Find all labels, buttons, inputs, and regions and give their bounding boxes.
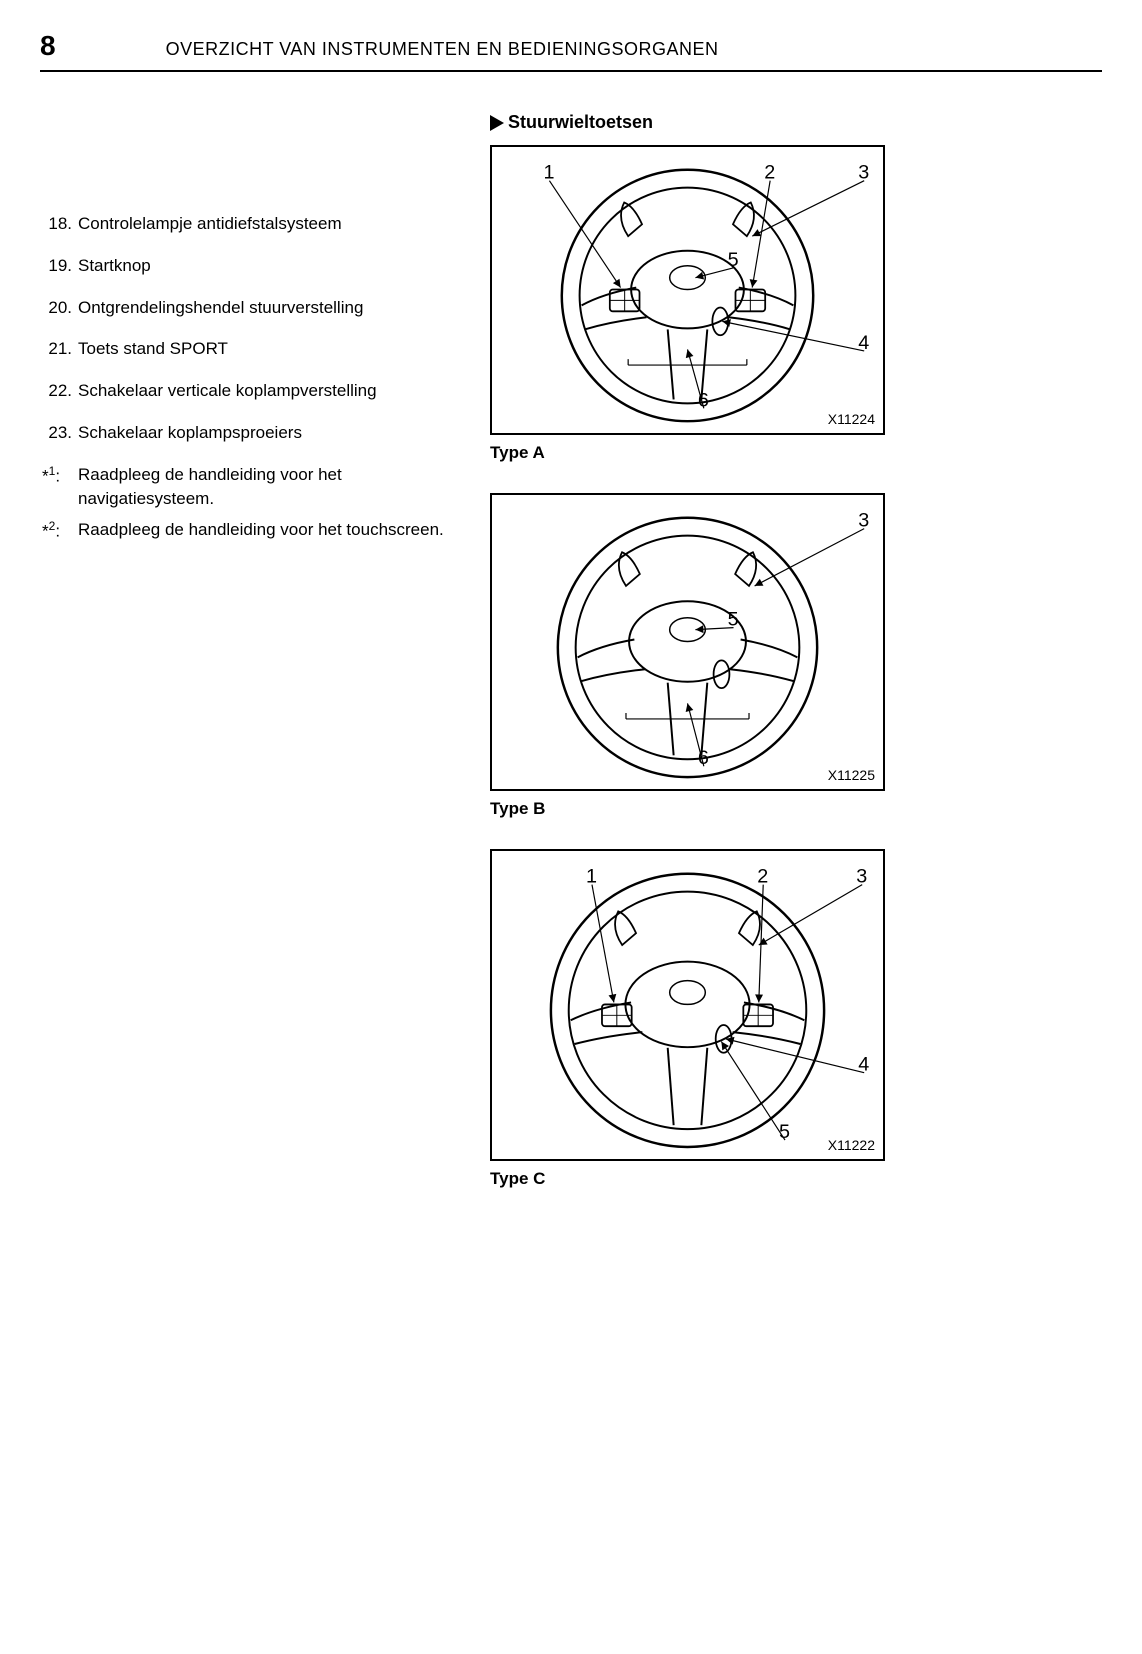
- list-item-number: 21.: [40, 337, 78, 361]
- list-item-number: 22.: [40, 379, 78, 403]
- steering-wheel-diagram: 1 2 3 4 5 X11222: [490, 849, 885, 1161]
- diagram-type-label: Type C: [490, 1169, 1102, 1189]
- svg-text:5: 5: [779, 1121, 790, 1143]
- section-heading: Stuurwieltoetsen: [490, 112, 1102, 133]
- diagram-reference-code: X11224: [828, 411, 875, 427]
- footnotes: *1:Raadpleeg de handleiding voor het nav…: [40, 463, 460, 544]
- list-item-text: Controlelampje antidiefstalsysteem: [78, 212, 460, 236]
- svg-text:3: 3: [858, 162, 869, 184]
- svg-text:3: 3: [856, 866, 867, 888]
- list-item: 19.Startknop: [40, 254, 460, 278]
- footnote: *2:Raadpleeg de handleiding voor het tou…: [40, 518, 460, 543]
- footnote-text: Raadpleeg de handleiding voor het naviga…: [78, 463, 460, 511]
- svg-text:1: 1: [586, 866, 597, 888]
- footnote-text: Raadpleeg de handleiding voor het touchs…: [78, 518, 460, 543]
- list-item: 18.Controlelampje antidiefstalsysteem: [40, 212, 460, 236]
- list-item-text: Toets stand SPORT: [78, 337, 460, 361]
- svg-text:3: 3: [858, 510, 869, 532]
- list-item-number: 23.: [40, 421, 78, 445]
- left-column: 18.Controlelampje antidiefstalsysteem19.…: [40, 112, 460, 1219]
- svg-text:6: 6: [698, 389, 709, 411]
- header-title: OVERZICHT VAN INSTRUMENTEN EN BEDIENINGS…: [166, 39, 719, 60]
- footnote-marker: *2:: [40, 518, 78, 543]
- list-item-number: 19.: [40, 254, 78, 278]
- numbered-list: 18.Controlelampje antidiefstalsysteem19.…: [40, 212, 460, 445]
- svg-text:5: 5: [728, 609, 739, 631]
- diagram-type-label: Type B: [490, 799, 1102, 819]
- svg-text:1: 1: [543, 162, 554, 184]
- diagram-reference-code: X11222: [828, 1137, 875, 1153]
- list-item-text: Ontgrendelingshendel stuurverstelling: [78, 296, 460, 320]
- list-item: 20.Ontgrendelingshendel stuurverstelling: [40, 296, 460, 320]
- content-area: 18.Controlelampje antidiefstalsysteem19.…: [40, 112, 1102, 1219]
- svg-text:5: 5: [728, 249, 739, 271]
- list-item: 21.Toets stand SPORT: [40, 337, 460, 361]
- list-item: 22.Schakelaar verticale koplampverstelli…: [40, 379, 460, 403]
- steering-wheel-diagram: 3 5 6 X11225: [490, 493, 885, 791]
- list-item-text: Schakelaar verticale koplampverstelling: [78, 379, 460, 403]
- page-number: 8: [40, 30, 56, 62]
- list-item-text: Startknop: [78, 254, 460, 278]
- list-item: 23.Schakelaar koplampsproeiers: [40, 421, 460, 445]
- list-item-number: 20.: [40, 296, 78, 320]
- list-item-number: 18.: [40, 212, 78, 236]
- right-column: Stuurwieltoetsen 1 2 3 4 5 6 X11224 Type A 3 5 6 X1…: [490, 112, 1102, 1219]
- svg-text:6: 6: [698, 747, 709, 769]
- footnote: *1:Raadpleeg de handleiding voor het nav…: [40, 463, 460, 511]
- list-item-text: Schakelaar koplampsproeiers: [78, 421, 460, 445]
- svg-text:2: 2: [757, 866, 768, 888]
- section-heading-text: Stuurwieltoetsen: [508, 112, 653, 133]
- svg-text:2: 2: [764, 162, 775, 184]
- svg-text:4: 4: [858, 1054, 869, 1076]
- footnote-marker: *1:: [40, 463, 78, 511]
- diagram-type-label: Type A: [490, 443, 1102, 463]
- diagrams: 1 2 3 4 5 6 X11224 Type A 3 5 6 X11225 Type B 1 2 3 4 5 X1…: [490, 145, 1102, 1189]
- svg-text:4: 4: [858, 332, 869, 354]
- steering-wheel-diagram: 1 2 3 4 5 6 X11224: [490, 145, 885, 435]
- page-header: 8 OVERZICHT VAN INSTRUMENTEN EN BEDIENIN…: [40, 30, 1102, 72]
- triangle-icon: [490, 115, 504, 131]
- diagram-reference-code: X11225: [828, 767, 875, 783]
